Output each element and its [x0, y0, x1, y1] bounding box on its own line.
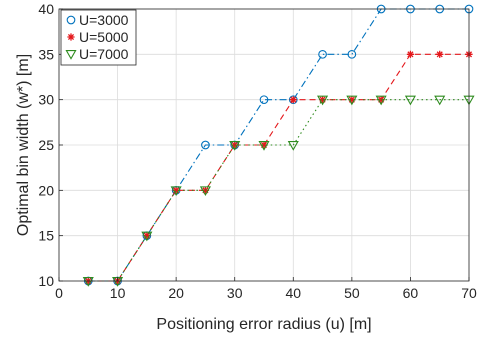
data-point: [143, 232, 151, 240]
y-tick-label: 20: [38, 182, 54, 198]
series-3: [82, 95, 475, 287]
data-point: [318, 49, 327, 59]
x-tick-label: 30: [227, 285, 243, 301]
legend-item: U=7000: [65, 46, 129, 62]
legend-marker: [65, 49, 77, 60]
data-point: [172, 186, 180, 194]
data-point: [288, 95, 298, 105]
y-tick-label: 35: [38, 46, 54, 62]
data-point: [231, 141, 239, 149]
data-point: [434, 95, 446, 106]
x-tick-label: 50: [344, 285, 360, 301]
legend-marker: [67, 33, 75, 41]
legend-label: U=5000: [79, 29, 129, 45]
x-tick-label: 70: [461, 285, 477, 301]
data-point: [348, 96, 356, 104]
legend-item: U=3000: [66, 12, 129, 28]
data-point: [289, 96, 297, 104]
data-point: [347, 49, 357, 59]
y-tick-label: 30: [38, 92, 54, 108]
legend-label: U=3000: [79, 12, 129, 28]
data-point: [201, 140, 210, 150]
x-tick-label: 0: [55, 285, 63, 301]
y-tick-label: 40: [38, 1, 54, 17]
data-point: [346, 95, 358, 106]
data-point: [141, 231, 153, 242]
x-tick-label: 20: [168, 285, 184, 301]
legend-label: U=7000: [79, 46, 129, 62]
data-point: [82, 276, 94, 287]
x-tick-label: 60: [403, 285, 419, 301]
data-point: [406, 50, 415, 58]
series-line: [88, 53, 469, 282]
x-tick-label: 10: [110, 285, 126, 301]
x-axis-label: Positioning error radius (u) [m]: [156, 316, 371, 333]
data-point: [229, 141, 241, 151]
y-axis-label: Optimal bin width (w*) [m]: [15, 54, 32, 236]
x-tick-label: 40: [285, 285, 301, 301]
data-point: [260, 141, 268, 149]
y-tick-label: 25: [38, 137, 54, 153]
data-point: [404, 95, 416, 106]
data-point: [259, 95, 269, 105]
y-tick-label: 15: [38, 228, 54, 244]
data-point: [170, 186, 182, 197]
y-tick-label: 10: [38, 273, 54, 289]
data-point: [436, 50, 444, 58]
data-point: [375, 95, 387, 106]
data-point: [317, 95, 329, 106]
data-point: [287, 141, 299, 151]
data-point: [199, 186, 211, 197]
legend-marker: [66, 15, 76, 25]
data-point: [258, 141, 270, 151]
legend-item: U=5000: [67, 29, 129, 45]
